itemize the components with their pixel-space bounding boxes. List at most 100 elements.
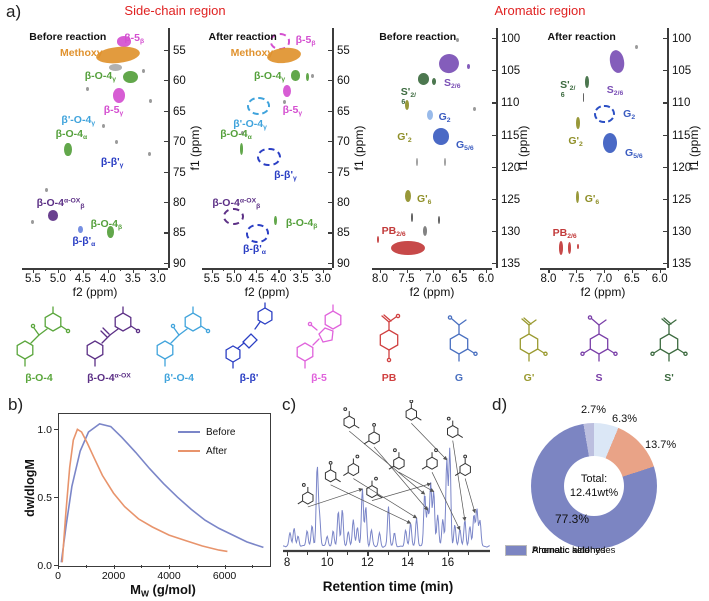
structure--5: β-5 <box>286 300 352 394</box>
x-tick <box>32 268 35 273</box>
peak-assignment-arrow <box>452 440 467 522</box>
nmr-blob <box>291 70 300 81</box>
x-tick <box>604 268 606 273</box>
nmr-speck <box>241 131 244 136</box>
nmr-blob <box>585 76 590 88</box>
chromatogram-x-axis-label: Retention time (min) <box>322 579 454 594</box>
f1-axis-label: f1 (ppm) <box>687 125 701 171</box>
y-tick <box>492 231 497 233</box>
x-minor-tick <box>70 268 72 271</box>
f2-axis-label: f2 (ppm) <box>409 285 455 299</box>
y-tick <box>663 70 668 72</box>
peak-assignment-arrow <box>431 472 461 531</box>
mini-molecule <box>388 448 405 470</box>
mini-molecule <box>297 483 314 505</box>
chromatogram-x-tick-label: 8 <box>283 557 291 569</box>
nmr-peak-label: β-O-4γ <box>254 69 286 83</box>
y-tick <box>328 80 333 82</box>
nmr-speck <box>141 68 145 73</box>
nmr-speck <box>44 187 48 192</box>
gpc-legend-item: Before <box>178 423 235 442</box>
peak-assignment-arrow <box>330 484 412 524</box>
y-tick <box>492 198 497 201</box>
f1-axis-line <box>332 28 334 268</box>
x-tick-label: 8.0 <box>540 273 557 285</box>
nmr-x-axis <box>372 268 492 270</box>
nmr-speck <box>149 98 153 103</box>
x-tick-label: 3.0 <box>149 273 166 285</box>
sidechain-region-title: Side-chain region <box>124 3 226 18</box>
y-tick <box>164 49 169 51</box>
nmr-x-axis <box>22 268 168 270</box>
structure-drawing <box>156 306 211 367</box>
nmr-peak-label: β-O-4α-OXβ <box>212 196 261 210</box>
y-tick <box>164 171 169 173</box>
structure-label: β-β' <box>239 372 259 384</box>
y-tick-label: 115 <box>672 129 691 142</box>
nmr-blob <box>112 87 126 103</box>
y-tick-label: 55 <box>337 44 350 57</box>
nmr-speck <box>456 37 459 42</box>
peak-assignment-arrow <box>349 430 426 495</box>
chromatogram-x-minor-tick <box>307 552 309 555</box>
x-minor-tick <box>245 268 247 271</box>
nmr-peak-label: β-O-4α <box>220 128 252 142</box>
chromatogram-x-minor-tick <box>347 552 349 555</box>
nmr-peak-label: 6 <box>401 98 406 106</box>
y-tick-label: 115 <box>501 129 520 142</box>
y-tick-label: 130 <box>501 226 521 239</box>
nmr-speck <box>148 151 152 156</box>
structure-label: β-O-4 <box>25 372 53 384</box>
structure--o-4: β'-O-4 <box>146 300 212 394</box>
gpc-x-axis-label: MW (g/mol) <box>130 582 196 599</box>
y-tick <box>492 102 497 104</box>
f2-axis-label: f2 (ppm) <box>244 285 290 299</box>
y-tick-label: 60 <box>337 75 350 88</box>
gpc-x-tick-label: 6000 <box>212 570 237 582</box>
structure-label: β'-O-4 <box>164 372 194 384</box>
structure-drawing <box>447 315 478 362</box>
peak-assignment-arrow <box>464 478 476 514</box>
structure-drawing <box>379 313 401 363</box>
chromatogram-panel: 8 10 12 14 16 Retention time (min) <box>283 398 493 601</box>
x-tick <box>631 268 634 273</box>
nmr-blob <box>602 133 618 154</box>
legend-label: After <box>206 446 228 457</box>
x-tick-label: 4.5 <box>248 273 265 285</box>
structure-label: β-5 <box>311 372 327 384</box>
nmr-peak-label: β-β'γ <box>100 156 124 170</box>
x-tick-label: 3.5 <box>292 273 309 285</box>
gpc-y-tick <box>54 429 58 431</box>
x-tick-label: 5.5 <box>203 273 220 285</box>
gpc-plot-frame <box>58 413 271 567</box>
y-tick <box>328 232 333 234</box>
y-tick-label: 110 <box>672 97 691 110</box>
nmr-blob <box>608 49 627 75</box>
f1-axis-label: f1 (ppm) <box>352 125 366 171</box>
nmr-peak-label: Methoxy <box>230 46 274 59</box>
x-tick-label: 4.0 <box>99 273 116 285</box>
f2-axis-label: f2 (ppm) <box>72 285 118 299</box>
x-minor-tick <box>222 268 224 271</box>
nmr-blob <box>305 73 309 82</box>
x-minor-tick <box>120 268 122 271</box>
donut-percent-label: 6.3% <box>612 413 638 425</box>
f2-axis-label: f2 (ppm) <box>580 285 626 299</box>
peak-assignment-arrow <box>398 471 435 492</box>
legend-color-swatch <box>505 545 527 556</box>
nmr-blob <box>432 77 437 85</box>
y-tick-label: 60 <box>173 75 186 88</box>
nmr-blob <box>108 64 122 72</box>
mini-molecule <box>343 407 360 429</box>
gpc-x-minor-tick <box>196 565 198 568</box>
peak-assignment-arrow <box>307 488 364 508</box>
chromatogram-signal <box>283 447 490 548</box>
legend-line-swatch <box>178 450 200 453</box>
y-tick-label: 130 <box>672 226 692 239</box>
x-tick-label: 7.0 <box>596 273 613 285</box>
y-tick <box>164 80 169 82</box>
y-tick <box>328 202 333 204</box>
nmr-speck <box>86 86 90 91</box>
x-tick-label: 5.0 <box>225 273 242 285</box>
gpc-legend: Before After <box>178 423 235 461</box>
